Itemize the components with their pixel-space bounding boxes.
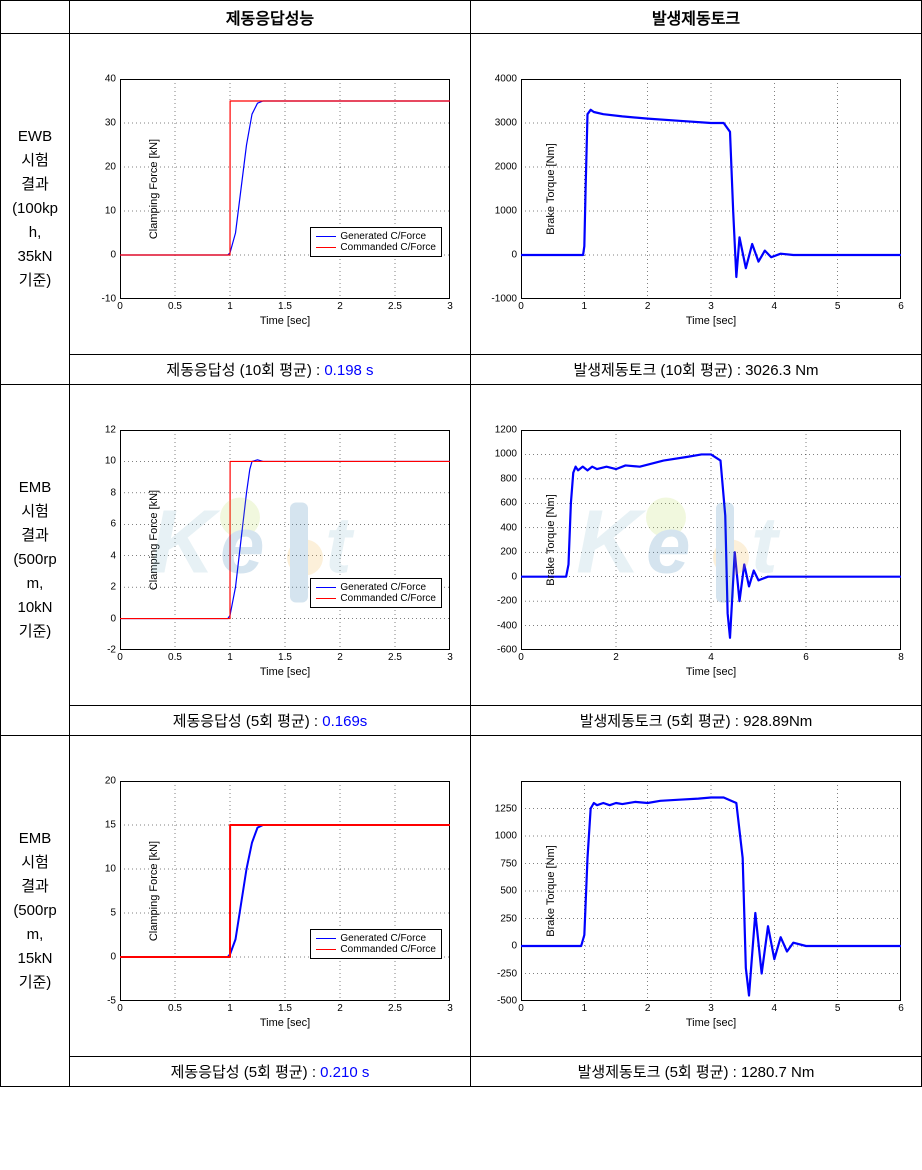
corner-cell (1, 1, 70, 34)
results-table: 제동응답성능 발생제동토크 EWB시험결과(100kph,35kN기준)00.5… (0, 0, 922, 1087)
torque-chart-cell: 02468-600-400-200020040060080010001200Br… (471, 385, 922, 706)
torque-caption: 발생제동토크 (5회 평균) : 928.89Nm (471, 706, 922, 736)
torque-chart-cell: 0123456-500-250025050075010001250Brake T… (471, 736, 922, 1057)
force-chart-cell: 00.511.522.53-2024681012Clamping Force [… (70, 385, 471, 706)
force-chart-cell: 00.511.522.53-10010203040Clamping Force … (70, 34, 471, 355)
row-label: EMB시험결과(500rpm,15kN기준) (1, 736, 70, 1087)
force-caption: 제동응답성 (10회 평균) : 0.198 s (70, 355, 471, 385)
col-head-right: 발생제동토크 (471, 1, 922, 34)
row-label: EWB시험결과(100kph,35kN기준) (1, 34, 70, 385)
torque-caption: 발생제동토크 (5회 평균) : 1280.7 Nm (471, 1057, 922, 1087)
force-caption: 제동응답성 (5회 평균) : 0.210 s (70, 1057, 471, 1087)
force-chart-cell: 00.511.522.53-505101520Clamping Force [k… (70, 736, 471, 1057)
torque-caption: 발생제동토크 (10회 평균) : 3026.3 Nm (471, 355, 922, 385)
col-head-left: 제동응답성능 (70, 1, 471, 34)
row-label: EMB시험결과(500rpm,10kN기준) (1, 385, 70, 736)
force-caption: 제동응답성 (5회 평균) : 0.169s (70, 706, 471, 736)
torque-chart-cell: 0123456-100001000200030004000Brake Torqu… (471, 34, 922, 355)
